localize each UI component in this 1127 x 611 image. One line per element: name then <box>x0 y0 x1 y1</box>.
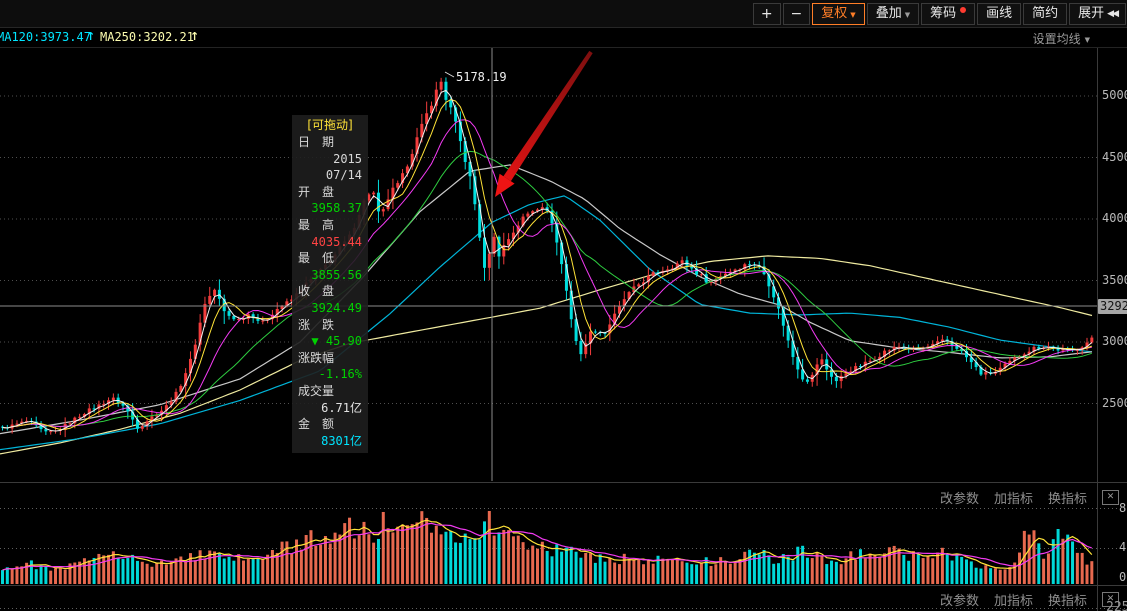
tooltip-row-value: 6.71亿 <box>321 400 362 415</box>
tooltip-row-label: 开 盘 <box>298 184 335 199</box>
zoom-in-button[interactable]: + <box>752 2 781 25</box>
vol-ma2-line <box>2 522 1092 571</box>
expand-button[interactable]: 展开 ◀◀ <box>1069 2 1126 25</box>
ma-settings-button[interactable]: 设置均线 ▼ <box>1033 30 1090 47</box>
volume-tick-label: 0 <box>1119 570 1127 584</box>
gridlines <box>0 95 1127 609</box>
price-tick-label: 2500 <box>1102 395 1127 410</box>
tooltip-row-label: 成交量 <box>298 383 335 398</box>
data-tooltip-panel[interactable]: [可拖动] 日 期 2015 07/14 开 盘 3958.37 最 高 4035.44 最 … <box>292 115 368 454</box>
adjust-rights-button[interactable]: 复权 ▼ <box>812 2 865 25</box>
volume-tick-label: 4 <box>1119 540 1127 554</box>
ma60-line <box>0 164 1093 435</box>
ma250-line <box>0 255 1093 455</box>
tooltip-row-value: 3958.37 <box>311 201 362 216</box>
tooltip-row-value: 07/14 <box>325 168 362 183</box>
vol-ma1-line <box>2 519 1093 571</box>
chip-distribution-button[interactable]: 筹码 <box>921 2 976 25</box>
price-tick-label: 5000 <box>1102 88 1127 102</box>
tooltip-row-label: 日 期 <box>298 135 335 149</box>
tooltip-rows: 日 期 2015 07/14 开 盘 3958.37 最 高 4035.44 最 低 3855.… <box>298 134 362 449</box>
candles-layer <box>1 77 1094 438</box>
tooltip-row-value: ▼ 45.90 <box>311 334 362 349</box>
crosshair-price-tag: 3292 <box>1098 299 1127 314</box>
tooltip-row-label: 最 低 <box>298 251 335 266</box>
ma-fast-layer <box>2 89 1093 432</box>
chevron-down-icon: ▼ <box>850 10 856 19</box>
overlay-button[interactable]: 叠加 ▼ <box>866 2 920 25</box>
volume-layer <box>1 511 1094 584</box>
ma10-line <box>2 99 1092 431</box>
add-indicator-button[interactable]: 加指标 <box>993 593 1033 609</box>
price-tick-label: 4500 <box>1102 149 1127 164</box>
tooltip-row-value: 3855.56 <box>311 267 362 282</box>
chevron-down-icon: ▼ <box>904 10 911 19</box>
volume-tick-label: 8 <box>1119 501 1127 515</box>
top-toolbar: + − 复权 ▼ 叠加 ▼ 筹码 画线 简约 展开 ◀◀ <box>0 0 1127 28</box>
switch-indicator-button[interactable]: 换指标 <box>1047 491 1087 507</box>
tooltip-row-label: 涨 跌 <box>298 317 335 332</box>
price-tick-label: 4000 <box>1102 211 1127 225</box>
change-params-button[interactable]: 改参数 <box>939 593 979 609</box>
chip-distribution-label: 筹码 <box>930 5 957 21</box>
crosshair <box>0 48 1097 481</box>
ma-settings-label: 设置均线 <box>1032 32 1081 46</box>
indicator-toolbar-volume: 改参数 加指标 换指标 ✕ <box>939 590 1119 609</box>
tooltip-row-label: 最 高 <box>298 217 335 232</box>
switch-indicator-button[interactable]: 换指标 <box>1047 593 1087 609</box>
ma120-value: MA120:3973.47 <box>0 30 91 44</box>
tooltip-row-label: 涨跌幅 <box>298 350 335 365</box>
simple-mode-label: 简约 <box>1032 5 1059 21</box>
price-tick-label: 3000 <box>1102 334 1127 348</box>
change-params-button[interactable]: 改参数 <box>939 491 979 507</box>
ma-header-row: MA120:3973.47 ↑ MA250:3202.21 ↑ 设置均线 ▼ <box>0 28 1127 47</box>
annotation-arrow <box>495 50 593 197</box>
double-left-arrow-icon: ◀◀ <box>1107 8 1119 19</box>
tooltip-row-label: 金 额 <box>298 417 335 432</box>
tooltip-row-value: -1.16% <box>318 367 362 382</box>
simple-mode-button[interactable]: 简约 <box>1023 2 1068 25</box>
add-indicator-button[interactable]: 加指标 <box>993 491 1033 507</box>
tooltip-row-label: 收 盘 <box>298 284 335 299</box>
peak-annotation: 5178.19 <box>444 70 507 84</box>
indicator-toolbar-main: 改参数 加指标 换指标 ✕ <box>939 488 1119 507</box>
zoom-out-button[interactable]: − <box>782 2 811 25</box>
close-icon[interactable]: ✕ <box>1102 489 1119 505</box>
tooltip-row-value: 3924.49 <box>311 300 362 315</box>
svg-text:5178.19: 5178.19 <box>456 70 507 84</box>
panel-frames <box>0 47 1127 611</box>
up-arrow-icon: ↑ <box>86 30 96 43</box>
ma5-line <box>2 89 1093 432</box>
ma250-value: MA250:3202.21 <box>100 30 194 44</box>
draw-line-button[interactable]: 画线 <box>977 2 1022 25</box>
adjust-rights-label: 复权 <box>821 5 848 21</box>
ma20-line <box>2 119 1092 429</box>
overlay-label: 叠加 <box>875 5 902 21</box>
tooltip-drag-hint: [可拖动] <box>307 118 353 132</box>
chevron-down-icon: ▼ <box>1084 35 1090 44</box>
close-icon[interactable]: ✕ <box>1102 591 1119 607</box>
ma30-line <box>2 150 1092 429</box>
tooltip-row-value: 4035.44 <box>311 234 362 249</box>
notification-dot-icon <box>960 6 967 13</box>
tooltip-row-value: 2015 <box>333 151 362 166</box>
ma120-line <box>0 195 1093 451</box>
clipped-axis-label: 225 <box>1106 600 1127 611</box>
up-arrow-icon: ↑ <box>190 30 200 43</box>
expand-label: 展开 <box>1078 5 1105 21</box>
tooltip-row-value: 8301亿 <box>321 433 362 448</box>
draw-line-label: 画线 <box>986 5 1013 21</box>
price-tick-label: 3500 <box>1102 272 1127 287</box>
